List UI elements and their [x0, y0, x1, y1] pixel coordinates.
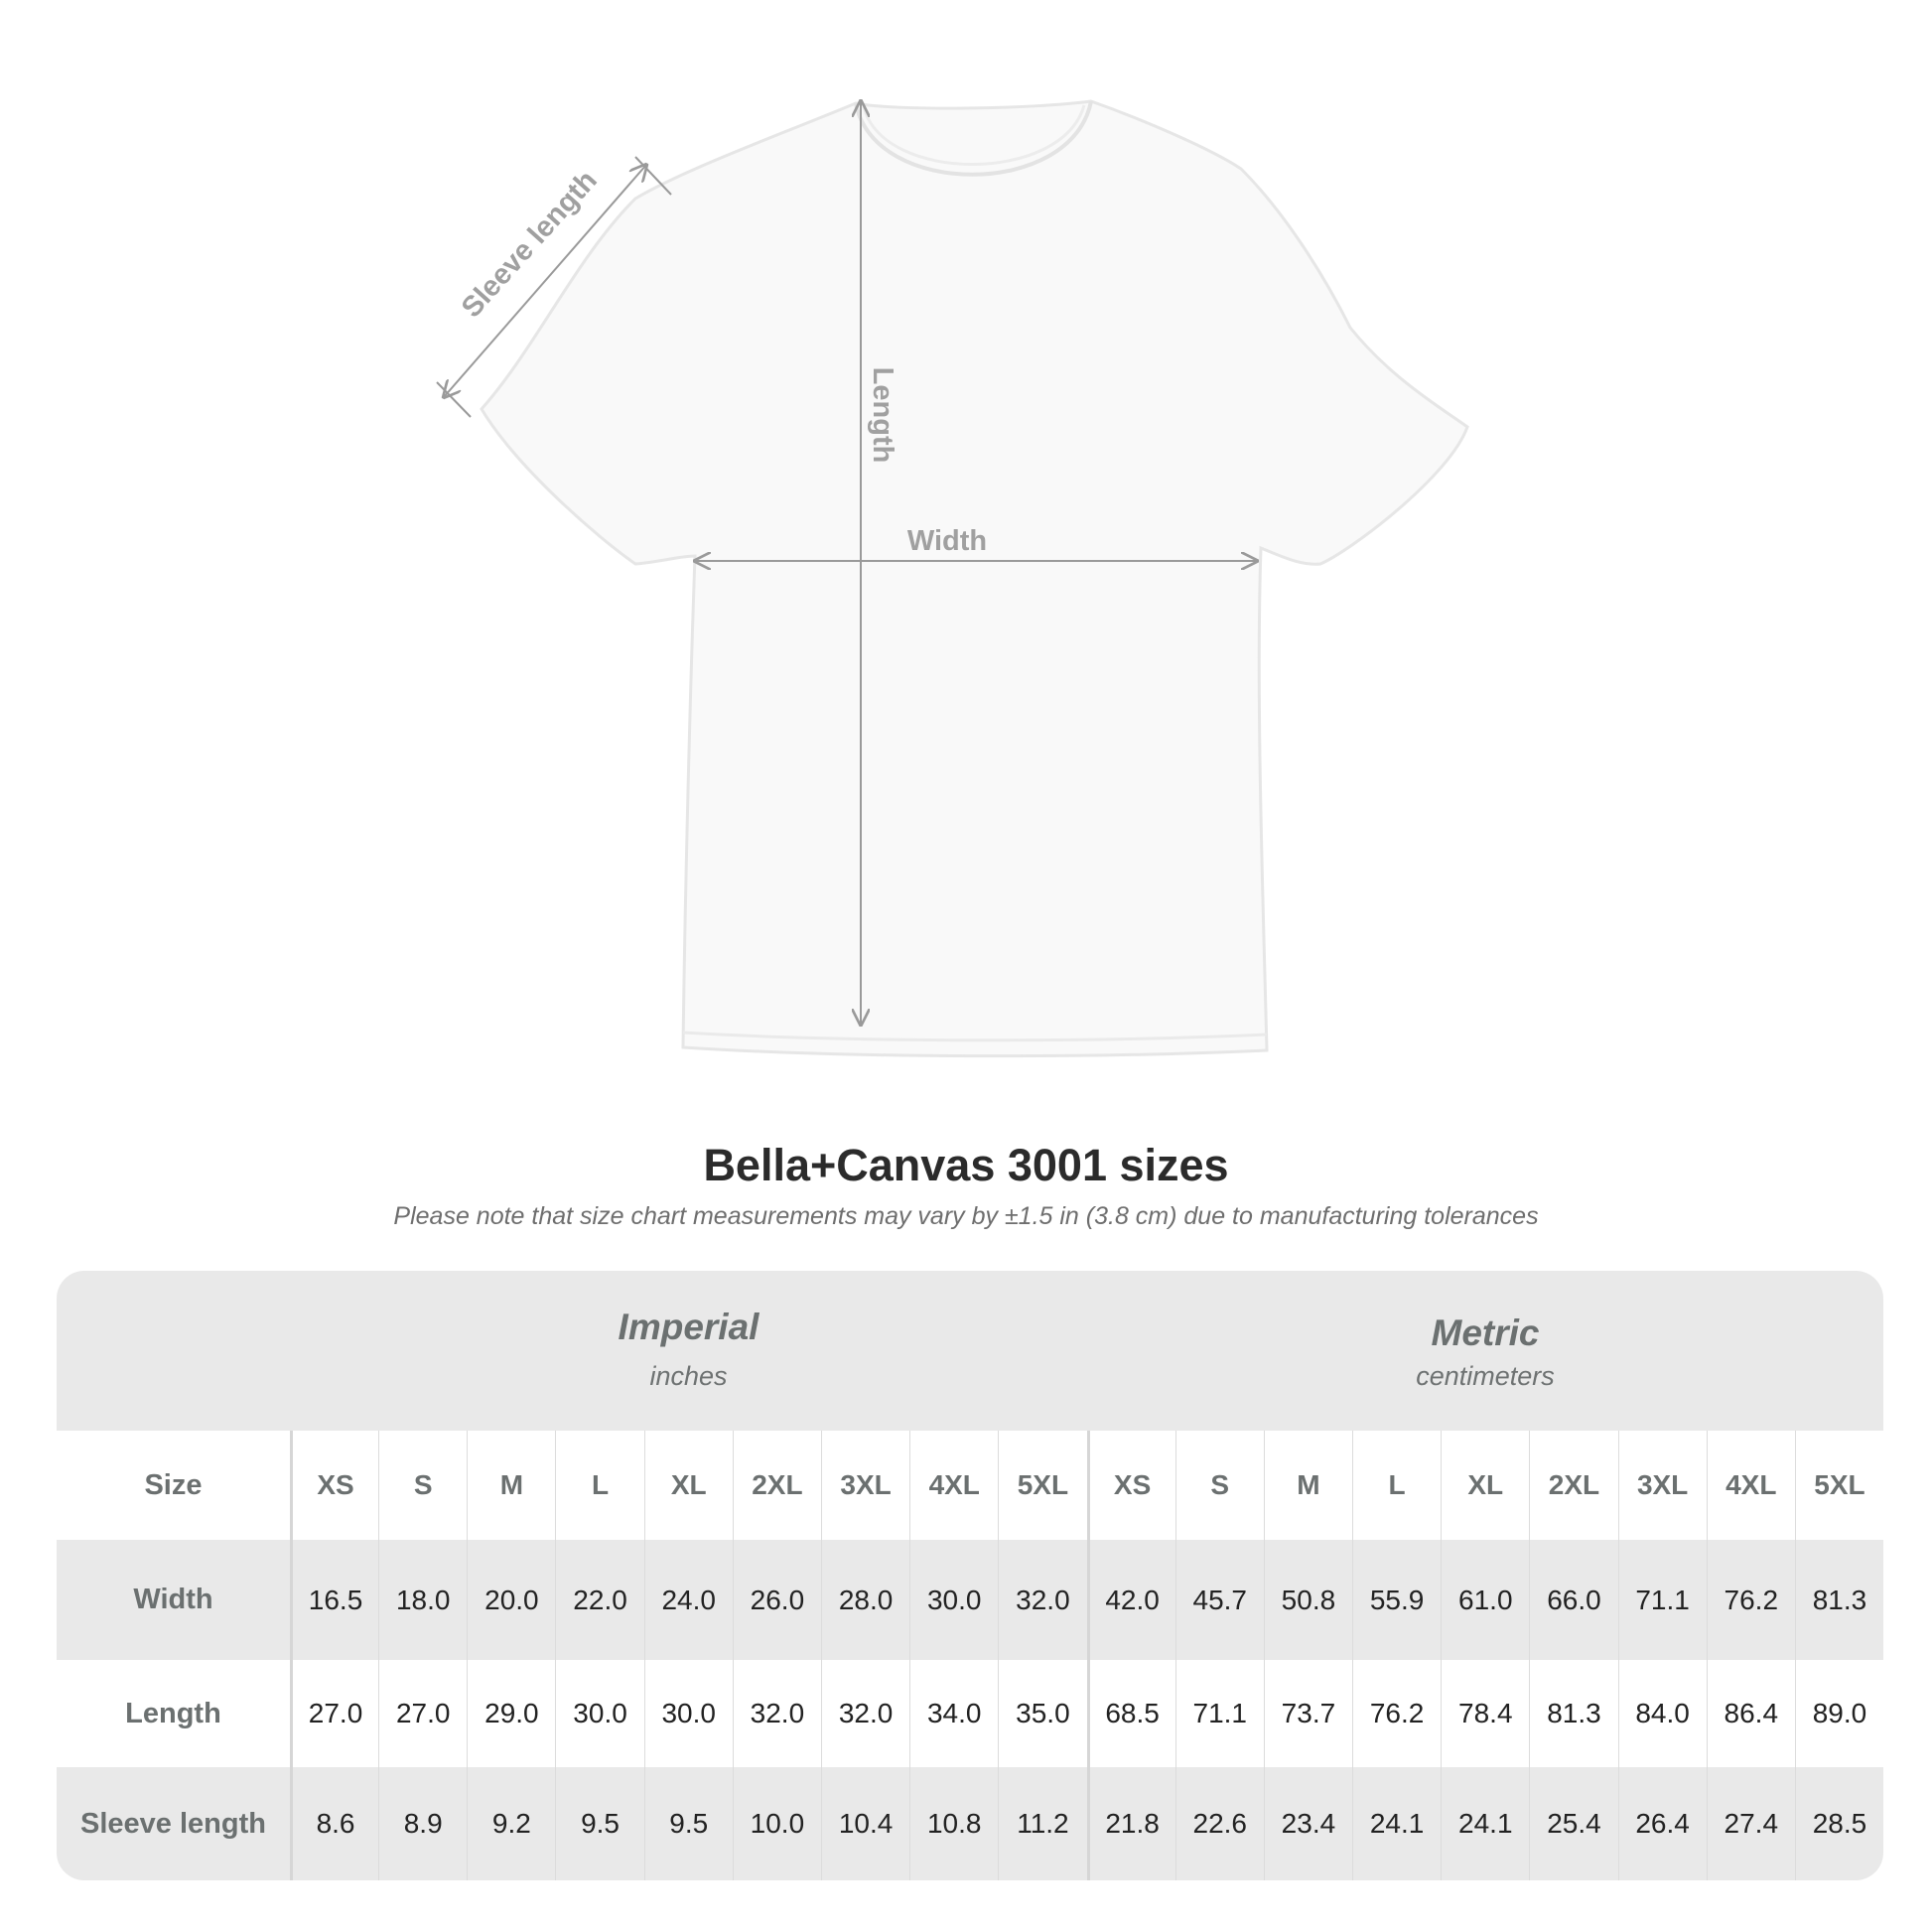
imperial-value-cell: 26.0: [732, 1540, 821, 1660]
table-row-width: Width 16.5 18.0 20.0 22.0 24.0 26.0 28.0 30.0 32.…: [57, 1540, 1883, 1660]
metric-value-cell: 42.0: [1086, 1540, 1175, 1660]
metric-size-2xl: 2XL: [1529, 1431, 1617, 1540]
imperial-value-cell: 30.0: [909, 1540, 998, 1660]
imperial-size-4xl: 4XL: [909, 1431, 998, 1540]
metric-value-cell: 24.1: [1352, 1767, 1441, 1880]
metric-value-cell: 68.5: [1086, 1660, 1175, 1767]
imperial-value-cell: 22.0: [555, 1540, 643, 1660]
imperial-value-cell: 10.4: [820, 1767, 909, 1880]
imperial-value-cell: 28.0: [820, 1540, 909, 1660]
imperial-value-cell: 9.2: [467, 1767, 555, 1880]
sleeve-measure-line: [444, 165, 646, 397]
imperial-value-cell: 30.0: [643, 1660, 733, 1767]
imperial-value-cell: 16.5: [289, 1540, 378, 1660]
metric-value-cell: 25.4: [1529, 1767, 1617, 1880]
imperial-value-cell: 24.0: [643, 1540, 733, 1660]
metric-value-cell: 71.1: [1174, 1660, 1264, 1767]
metric-size-m: M: [1263, 1431, 1352, 1540]
metric-size-s: S: [1174, 1431, 1264, 1540]
imperial-size-xs: XS: [289, 1431, 378, 1540]
size-header-label: Size: [144, 1468, 203, 1501]
imperial-value-cell: 18.0: [378, 1540, 467, 1660]
row-band-width: [57, 1540, 1883, 1660]
metric-value-cell: 21.8: [1086, 1767, 1175, 1880]
size-header-row: Size XS S M L XL 2XL 3XL 4XL 5XL XS S M L XL 2XL 3XL 4XL 5…: [57, 1431, 1883, 1540]
metric-value-cell: 61.0: [1441, 1540, 1529, 1660]
imperial-size-l: L: [555, 1431, 643, 1540]
tshirt-diagram: Sleeve length Length Width: [436, 0, 1469, 1058]
metric-value-cell: 28.5: [1794, 1767, 1883, 1880]
imperial-value-cell: 29.0: [467, 1660, 555, 1767]
imperial-value-cell: 32.0: [998, 1540, 1086, 1660]
metric-group-header: Metric centimeters: [1087, 1271, 1883, 1431]
metric-value-cell: 86.4: [1706, 1660, 1795, 1767]
metric-value-cell: 81.3: [1529, 1660, 1617, 1767]
row-label: Sleeve length: [79, 1807, 266, 1840]
metric-size-xl: XL: [1441, 1431, 1529, 1540]
imperial-value-cell: 8.9: [378, 1767, 467, 1880]
imperial-value-cell: 8.6: [289, 1767, 378, 1880]
metric-value-cell: 66.0: [1529, 1540, 1617, 1660]
imperial-value-cell: 10.8: [909, 1767, 998, 1880]
metric-size-4xl: 4XL: [1706, 1431, 1795, 1540]
imperial-size-s: S: [378, 1431, 467, 1540]
metric-value-cell: 73.7: [1263, 1660, 1352, 1767]
metric-value-cell: 76.2: [1352, 1660, 1441, 1767]
imperial-value-cell: 32.0: [820, 1660, 909, 1767]
imperial-value-cell: 20.0: [467, 1540, 555, 1660]
imperial-size-2xl: 2XL: [732, 1431, 821, 1540]
metric-value-cell: 45.7: [1174, 1540, 1264, 1660]
metric-value-cell: 71.1: [1617, 1540, 1707, 1660]
imperial-value-cell: 27.0: [289, 1660, 378, 1767]
metric-value-cell: 78.4: [1441, 1660, 1529, 1767]
length-label: Length: [867, 367, 898, 464]
header-band: [57, 1271, 1883, 1431]
metric-value-cell: 22.6: [1174, 1767, 1264, 1880]
imperial-value-cell: 9.5: [555, 1767, 643, 1880]
page-title: Bella+Canvas 3001 sizes: [703, 1140, 1229, 1190]
table-row-length: Length 27.0 27.0 29.0 30.0 30.0 32.0 32.0 34.0 35…: [57, 1660, 1883, 1767]
row-band-sleeve: [57, 1767, 1883, 1880]
metric-title: Metric: [1431, 1312, 1540, 1353]
size-chart-table: Imperial inches Metric centimeters Size X…: [57, 1271, 1883, 1880]
imperial-size-5xl: 5XL: [998, 1431, 1086, 1540]
imperial-title: Imperial: [618, 1307, 759, 1347]
tolerance-note: Please note that size chart measurements…: [393, 1202, 1539, 1230]
metric-value-cell: 24.1: [1441, 1767, 1529, 1880]
imperial-value-cell: 11.2: [998, 1767, 1086, 1880]
metric-value-cell: 89.0: [1794, 1660, 1883, 1767]
metric-value-cell: 76.2: [1706, 1540, 1795, 1660]
imperial-value-cell: 35.0: [998, 1660, 1086, 1767]
imperial-group-header: Imperial inches: [290, 1271, 1087, 1431]
metric-value-cell: 26.4: [1617, 1767, 1707, 1880]
imperial-value-cell: 34.0: [909, 1660, 998, 1767]
imperial-value-cell: 32.0: [732, 1660, 821, 1767]
imperial-value-cell: 10.0: [732, 1767, 821, 1880]
metric-size-3xl: 3XL: [1617, 1431, 1707, 1540]
imperial-size-m: M: [467, 1431, 555, 1540]
metric-value-cell: 27.4: [1706, 1767, 1795, 1880]
table-row-sleeve-length: Sleeve length 8.6 8.9 9.2 9.5 9.5 10.0 10.4 10.8…: [57, 1767, 1883, 1880]
metric-value-cell: 23.4: [1263, 1767, 1352, 1880]
metric-size-l: L: [1352, 1431, 1441, 1540]
row-label: Width: [133, 1584, 213, 1615]
imperial-size-xl: XL: [643, 1431, 733, 1540]
imperial-value-cell: 9.5: [643, 1767, 733, 1880]
metric-value-cell: 84.0: [1617, 1660, 1707, 1767]
imperial-size-3xl: 3XL: [820, 1431, 909, 1540]
imperial-unit: inches: [649, 1361, 728, 1391]
imperial-value-cell: 30.0: [555, 1660, 643, 1767]
metric-size-xs: XS: [1086, 1431, 1175, 1540]
width-label: Width: [907, 525, 987, 557]
metric-value-cell: 81.3: [1794, 1540, 1883, 1660]
metric-value-cell: 55.9: [1352, 1540, 1441, 1660]
imperial-value-cell: 27.0: [378, 1660, 467, 1767]
metric-unit: centimeters: [1416, 1361, 1555, 1391]
metric-size-5xl: 5XL: [1794, 1431, 1883, 1540]
row-label: Length: [125, 1697, 221, 1729]
tshirt-image: [480, 99, 1469, 1058]
metric-value-cell: 50.8: [1263, 1540, 1352, 1660]
